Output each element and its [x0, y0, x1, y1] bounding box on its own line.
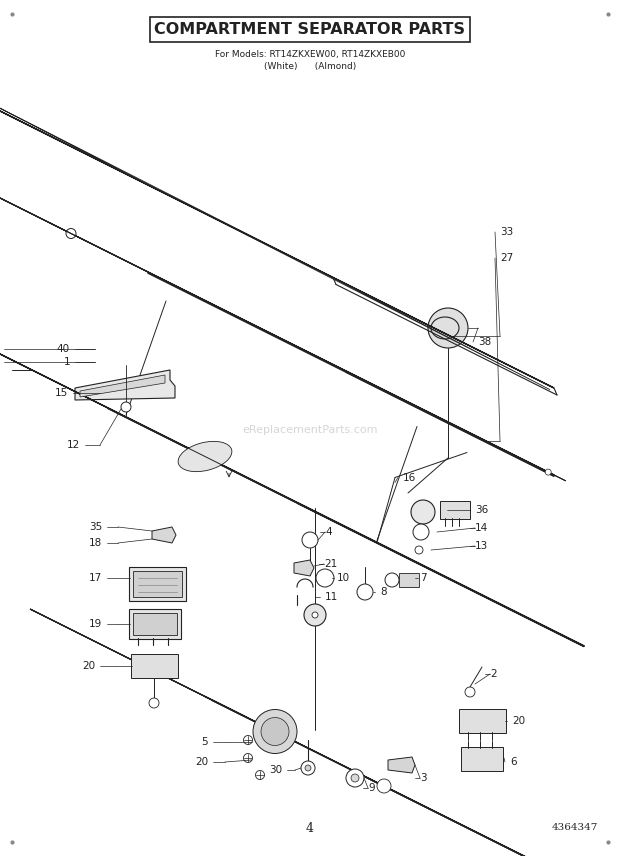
Circle shape [316, 569, 334, 587]
Circle shape [413, 524, 429, 540]
FancyBboxPatch shape [459, 709, 506, 733]
Text: (White)      (Almond): (White) (Almond) [264, 62, 356, 71]
Polygon shape [256, 326, 327, 362]
Text: 36: 36 [475, 505, 489, 515]
Polygon shape [294, 560, 314, 576]
Polygon shape [30, 609, 548, 856]
Text: 14: 14 [475, 523, 489, 533]
Text: 1: 1 [63, 357, 70, 367]
Text: 16: 16 [403, 473, 416, 483]
Text: 13: 13 [475, 541, 489, 551]
Polygon shape [298, 503, 584, 646]
Text: 18: 18 [89, 538, 102, 548]
Circle shape [253, 710, 297, 753]
Text: 12: 12 [67, 440, 80, 450]
FancyBboxPatch shape [133, 571, 182, 597]
Text: 4: 4 [325, 527, 332, 537]
Text: 10: 10 [337, 573, 350, 583]
Text: 2: 2 [490, 669, 497, 679]
Text: 19: 19 [89, 619, 102, 629]
Polygon shape [148, 272, 554, 476]
Text: 7: 7 [420, 573, 427, 583]
FancyBboxPatch shape [133, 613, 177, 635]
Circle shape [312, 612, 318, 618]
Circle shape [428, 308, 468, 348]
Circle shape [385, 573, 399, 587]
Polygon shape [68, 232, 140, 268]
Text: 40: 40 [57, 344, 70, 354]
Circle shape [304, 604, 326, 626]
Text: 20: 20 [195, 757, 208, 767]
Text: 20: 20 [512, 716, 525, 726]
Circle shape [377, 779, 391, 793]
Text: 9: 9 [368, 783, 374, 793]
Circle shape [411, 500, 435, 524]
Polygon shape [152, 527, 176, 543]
Polygon shape [162, 279, 233, 315]
Polygon shape [75, 370, 175, 400]
Polygon shape [108, 408, 584, 646]
Polygon shape [525, 461, 566, 481]
Text: 15: 15 [55, 388, 68, 398]
Text: 5: 5 [202, 737, 208, 747]
Polygon shape [0, 74, 554, 388]
Text: 4: 4 [306, 822, 314, 835]
Circle shape [465, 687, 475, 697]
Polygon shape [0, 168, 554, 475]
Circle shape [66, 229, 76, 239]
Polygon shape [116, 412, 159, 433]
Text: 21: 21 [324, 559, 337, 569]
Circle shape [305, 765, 311, 771]
Circle shape [302, 532, 318, 548]
Text: 8: 8 [380, 587, 387, 597]
Text: For Models: RT14ZKXEW00, RT14ZKXEB00: For Models: RT14ZKXEW00, RT14ZKXEB00 [215, 50, 405, 59]
Text: 27: 27 [500, 253, 513, 263]
Ellipse shape [178, 442, 232, 472]
Text: 3: 3 [420, 773, 427, 783]
Text: 6: 6 [510, 757, 516, 767]
Polygon shape [233, 315, 304, 350]
Text: 33: 33 [500, 227, 513, 237]
Circle shape [244, 735, 252, 745]
Polygon shape [346, 371, 554, 476]
FancyBboxPatch shape [399, 573, 419, 587]
Polygon shape [313, 354, 384, 390]
Text: 20: 20 [82, 661, 95, 671]
Polygon shape [366, 777, 548, 856]
Ellipse shape [431, 317, 459, 339]
Polygon shape [80, 375, 165, 397]
Text: 4364347: 4364347 [552, 823, 598, 833]
Circle shape [351, 774, 359, 782]
FancyBboxPatch shape [131, 654, 178, 678]
Circle shape [261, 717, 289, 746]
FancyBboxPatch shape [129, 567, 186, 601]
Polygon shape [212, 700, 548, 856]
Polygon shape [0, 265, 584, 646]
Text: 17: 17 [89, 573, 102, 583]
Polygon shape [290, 343, 361, 378]
FancyBboxPatch shape [461, 747, 503, 771]
Text: 30: 30 [269, 765, 282, 775]
Polygon shape [194, 295, 265, 330]
FancyBboxPatch shape [129, 609, 181, 639]
FancyBboxPatch shape [440, 501, 470, 519]
Circle shape [149, 698, 159, 708]
Text: eReplacementParts.com: eReplacementParts.com [242, 425, 378, 435]
Polygon shape [370, 383, 441, 419]
Polygon shape [143, 270, 215, 306]
Circle shape [415, 546, 423, 554]
Circle shape [255, 770, 265, 780]
Polygon shape [388, 757, 415, 773]
Text: 35: 35 [89, 522, 102, 532]
Circle shape [121, 402, 131, 412]
Text: 38: 38 [478, 337, 491, 347]
Circle shape [346, 769, 364, 787]
Polygon shape [49, 223, 84, 240]
Circle shape [301, 761, 315, 775]
Circle shape [244, 753, 252, 763]
Circle shape [357, 584, 373, 600]
Text: COMPARTMENT SEPARATOR PARTS: COMPARTMENT SEPARATOR PARTS [154, 22, 466, 37]
Text: 11: 11 [325, 592, 339, 602]
Circle shape [545, 469, 551, 475]
